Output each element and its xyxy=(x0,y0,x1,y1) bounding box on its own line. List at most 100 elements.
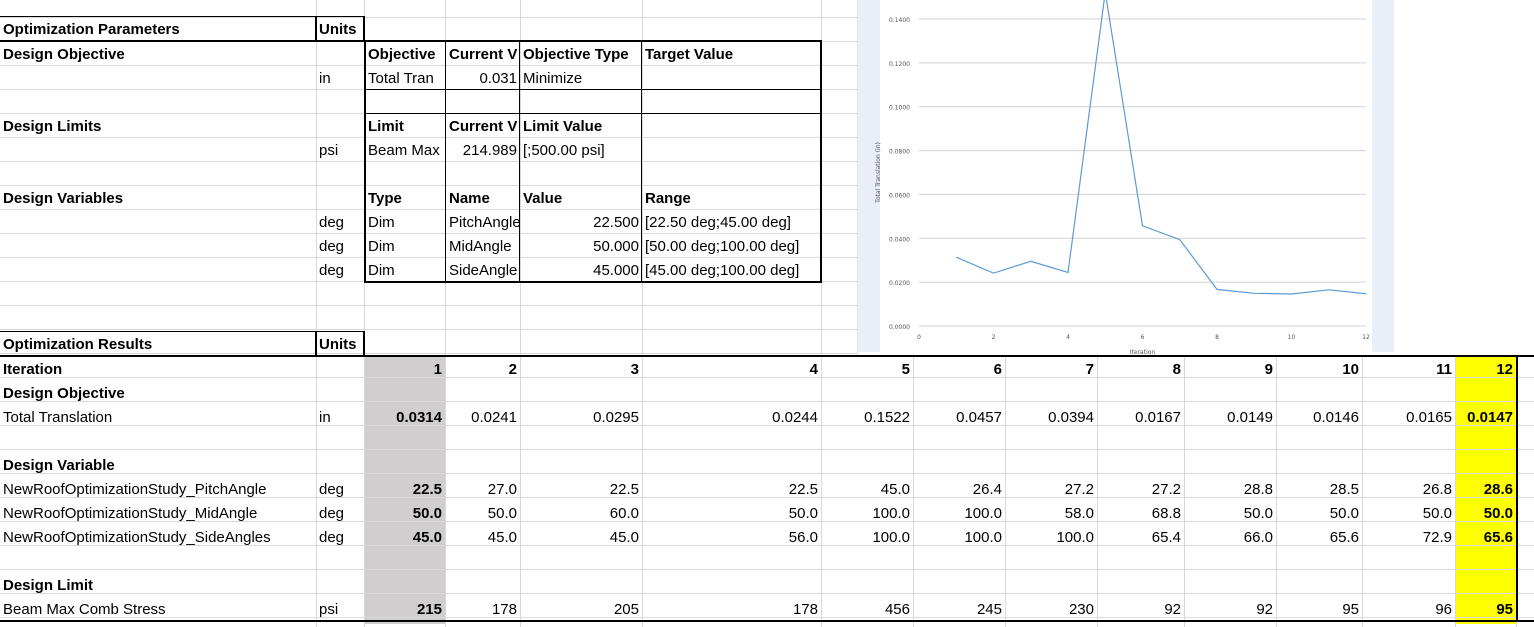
limit-name[interactable]: Beam Max xyxy=(368,142,440,159)
variable-result-value[interactable]: 22.5 xyxy=(788,481,818,498)
translation-value[interactable]: 0.0167 xyxy=(1135,409,1181,426)
variable-result-value[interactable]: 65.6 xyxy=(1329,529,1359,546)
iteration-number[interactable]: 1 xyxy=(433,361,442,378)
variable-value[interactable]: 45.000 xyxy=(593,262,639,279)
variable-type[interactable]: Dim xyxy=(368,238,395,255)
variable-value[interactable]: 22.500 xyxy=(593,214,639,231)
variable-result-value[interactable]: 100.0 xyxy=(1056,529,1094,546)
variable-result-value[interactable]: 58.0 xyxy=(1064,505,1094,522)
variable-result-value[interactable]: 56.0 xyxy=(788,529,818,546)
translation-value[interactable]: 0.0146 xyxy=(1313,409,1359,426)
objective-unit[interactable]: in xyxy=(319,70,331,87)
variable-result-value[interactable]: 100.0 xyxy=(964,505,1002,522)
variable-result-value[interactable]: 28.5 xyxy=(1329,481,1359,498)
iteration-number[interactable]: 12 xyxy=(1496,361,1513,378)
stress-value[interactable]: 456 xyxy=(884,601,910,618)
translation-value[interactable]: 0.0457 xyxy=(956,409,1002,426)
variable-unit[interactable]: deg xyxy=(319,238,345,255)
translation-value[interactable]: 0.0149 xyxy=(1227,409,1273,426)
variable-result-value[interactable]: 50.0 xyxy=(1243,505,1273,522)
variable-result-value[interactable]: 68.8 xyxy=(1151,505,1181,522)
variable-range[interactable]: [45.00 deg;100.00 deg] xyxy=(645,262,800,279)
variable-result-value[interactable]: 45.0 xyxy=(487,529,517,546)
iteration-number[interactable]: 6 xyxy=(993,361,1002,378)
iteration-number[interactable]: 11 xyxy=(1436,361,1452,378)
variable-name[interactable]: PitchAngle xyxy=(449,214,520,231)
limit-unit[interactable]: psi xyxy=(319,142,339,159)
translation-value[interactable]: 0.0295 xyxy=(593,409,639,426)
stress-value[interactable]: 92 xyxy=(1164,601,1181,618)
variable-result-value[interactable]: 100.0 xyxy=(964,529,1002,546)
stress-value[interactable]: 230 xyxy=(1068,601,1094,618)
variable-result-value[interactable]: 28.6 xyxy=(1483,481,1513,498)
translation-value[interactable]: 0.1522 xyxy=(864,409,910,426)
iteration-number[interactable]: 3 xyxy=(630,361,639,378)
translation-value[interactable]: 0.0147 xyxy=(1467,409,1513,426)
variable-range[interactable]: [50.00 deg;100.00 deg] xyxy=(645,238,800,255)
stress-value[interactable]: 95 xyxy=(1496,601,1513,618)
objective-name[interactable]: Total Tran xyxy=(368,70,434,87)
stress-value[interactable]: 178 xyxy=(491,601,517,618)
variable-result-value[interactable]: 65.4 xyxy=(1151,529,1181,546)
variable-unit[interactable]: deg xyxy=(319,214,345,231)
variable-result-value[interactable]: 50.0 xyxy=(412,505,442,522)
variable-result-value[interactable]: 60.0 xyxy=(609,505,639,522)
variable-result-value[interactable]: 100.0 xyxy=(872,529,910,546)
variable-result-value[interactable]: 26.8 xyxy=(1422,481,1452,498)
variable-result-value[interactable]: 50.0 xyxy=(487,505,517,522)
stress-value[interactable]: 92 xyxy=(1256,601,1273,618)
iteration-number[interactable]: 10 xyxy=(1342,361,1359,378)
table-border xyxy=(0,40,821,42)
variable-result-value[interactable]: 50.0 xyxy=(1329,505,1359,522)
variable-result-value[interactable]: 22.5 xyxy=(609,481,639,498)
variable-result-value[interactable]: 66.0 xyxy=(1243,529,1273,546)
stress-value[interactable]: 178 xyxy=(792,601,818,618)
variable-unit[interactable]: deg xyxy=(319,262,345,279)
gridline-col xyxy=(1276,355,1277,627)
stress-value[interactable]: 95 xyxy=(1342,601,1359,618)
variable-result-value[interactable]: 100.0 xyxy=(872,505,910,522)
variable-result-value[interactable]: 72.9 xyxy=(1422,529,1452,546)
translation-value[interactable]: 0.0244 xyxy=(772,409,818,426)
variable-result-value[interactable]: 50.0 xyxy=(1483,505,1513,522)
variable-type[interactable]: Dim xyxy=(368,262,395,279)
iteration-number[interactable]: 2 xyxy=(508,361,517,378)
variable-result-value[interactable]: 27.0 xyxy=(487,481,517,498)
variable-value[interactable]: 50.000 xyxy=(593,238,639,255)
limit-current-value[interactable]: 214.989 xyxy=(462,142,517,159)
variable-range[interactable]: [22.50 deg;45.00 deg] xyxy=(645,214,791,231)
iteration-number[interactable]: 9 xyxy=(1264,361,1273,378)
variable-result-value[interactable]: 45.0 xyxy=(609,529,639,546)
translation-value[interactable]: 0.0314 xyxy=(396,409,442,426)
iteration-number[interactable]: 8 xyxy=(1172,361,1181,378)
variable-result-value[interactable]: 22.5 xyxy=(412,481,442,498)
stress-value[interactable]: 245 xyxy=(976,601,1002,618)
iteration-number[interactable]: 4 xyxy=(809,361,818,378)
variable-result-value[interactable]: 65.6 xyxy=(1483,529,1513,546)
variable-result-value[interactable]: 27.2 xyxy=(1151,481,1181,498)
variable-result-value[interactable]: 45.0 xyxy=(880,481,910,498)
variable-name[interactable]: MidAngle xyxy=(449,238,512,255)
objective-current-value[interactable]: 0.031 xyxy=(479,70,517,87)
variable-result-value[interactable]: 28.8 xyxy=(1243,481,1273,498)
variable-result-value[interactable]: 50.0 xyxy=(1422,505,1452,522)
variable-type[interactable]: Dim xyxy=(368,214,395,231)
iteration-number[interactable]: 5 xyxy=(901,361,910,378)
stress-value[interactable]: 205 xyxy=(613,601,639,618)
limit-value[interactable]: [;500.00 psi] xyxy=(523,142,605,159)
objective-type[interactable]: Minimize xyxy=(523,70,583,87)
variable-result-value[interactable]: 50.0 xyxy=(788,505,818,522)
variable-name[interactable]: SideAngle xyxy=(449,262,518,279)
stress-value[interactable]: 96 xyxy=(1435,601,1452,618)
variable-result-value[interactable]: 27.2 xyxy=(1064,481,1094,498)
translation-chart[interactable]: 0.0000 0.0200 0.0400 0.0600 0.0800 0.1000 0.12… xyxy=(857,0,1394,356)
iteration-number[interactable]: 7 xyxy=(1085,361,1094,378)
variable-result-value[interactable]: 45.0 xyxy=(412,529,442,546)
translation-value[interactable]: 0.0165 xyxy=(1406,409,1452,426)
variable-result-value[interactable]: 26.4 xyxy=(972,481,1002,498)
stress-value[interactable]: 215 xyxy=(416,601,442,618)
objective-target[interactable] xyxy=(642,67,820,90)
translation-value[interactable]: 0.0241 xyxy=(471,409,517,426)
translation-value[interactable]: 0.0394 xyxy=(1048,409,1094,426)
